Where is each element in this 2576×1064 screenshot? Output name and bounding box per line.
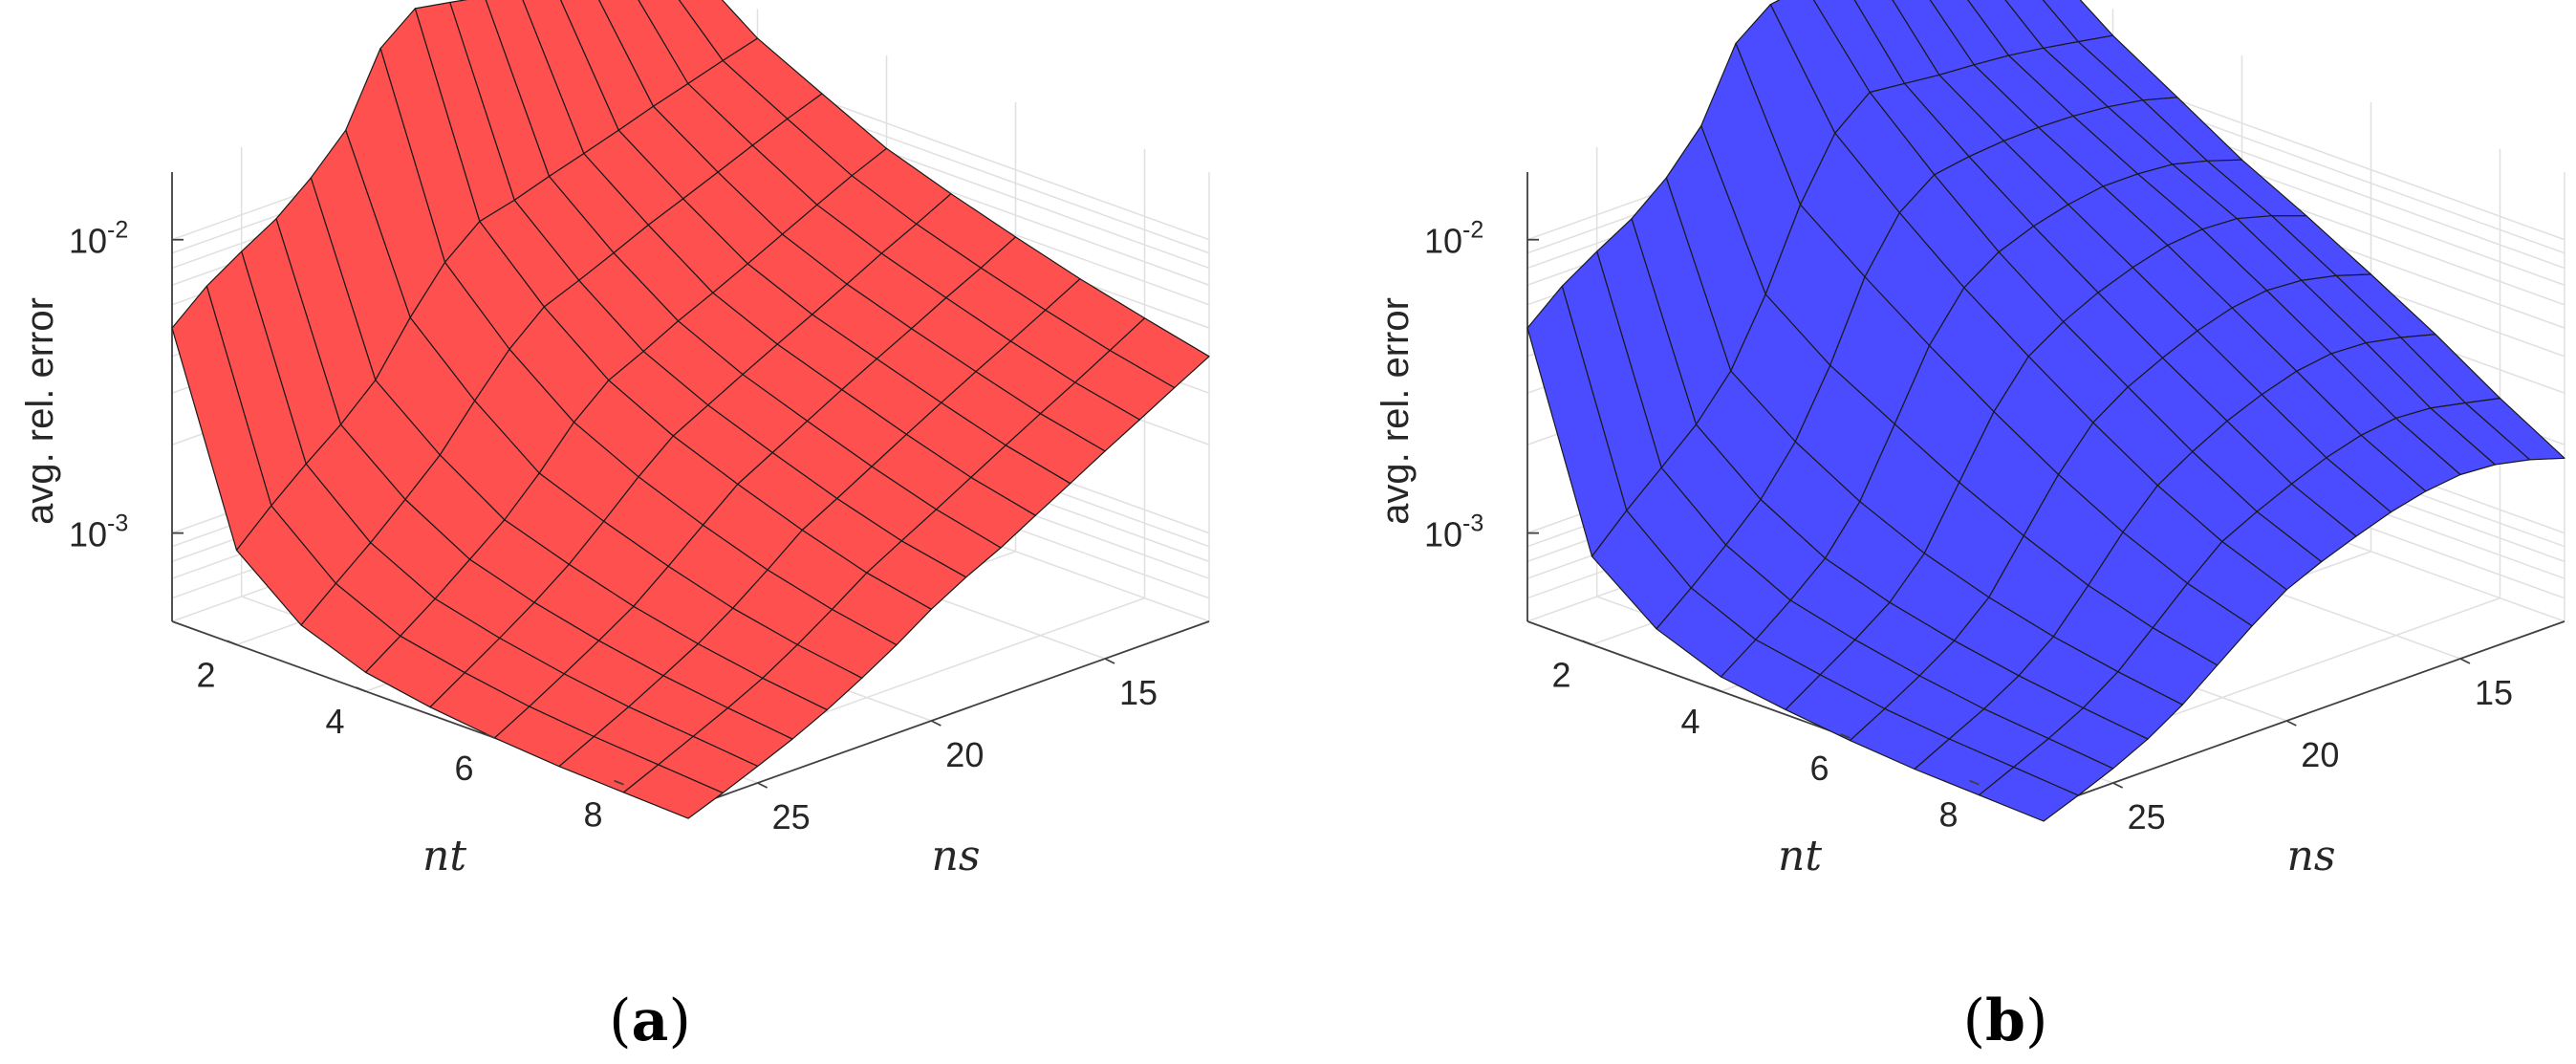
ns-axis-line — [687, 620, 1210, 809]
nt-axis-label: nt — [1778, 832, 1822, 880]
ns-tick-mark — [2285, 720, 2297, 727]
ns-tick-label: 20 — [945, 735, 984, 774]
nt-tick-label: 6 — [1809, 749, 1829, 788]
z-tick-label: 10-3 — [1424, 510, 1483, 554]
nt-axis-label: nt — [422, 832, 466, 880]
nt-tick-mark — [1582, 640, 1592, 646]
nt-tick-mark — [227, 640, 237, 646]
surface — [1526, 0, 2565, 822]
ns-axis-label: ns — [932, 832, 981, 880]
ns-tick-mark — [930, 720, 942, 727]
ns-axis-line — [2043, 620, 2565, 809]
z-axis-label: avg. rel. error — [1375, 297, 1417, 525]
ns-tick-mark — [757, 782, 768, 789]
ns-tick-label: 15 — [2475, 673, 2513, 712]
nt-tick-label: 6 — [454, 749, 473, 788]
ns-tick-mark — [2459, 658, 2471, 664]
nt-tick-label: 8 — [583, 795, 602, 835]
surface-facet — [1978, 766, 2079, 822]
z-axis-label: avg. rel. error — [19, 297, 61, 525]
nt-tick-mark — [485, 733, 495, 739]
nt-tick-mark — [1969, 779, 1980, 786]
nt-tick-mark — [356, 686, 366, 692]
axis-labels: avg. rel. error nt ns — [1375, 297, 2335, 880]
ns-tick-mark — [2112, 782, 2124, 789]
nt-tick-mark — [1840, 733, 1851, 739]
nt-tick-label: 8 — [1938, 795, 1958, 835]
ns-tick-label: 15 — [1119, 673, 1158, 712]
nt-tick-label: 4 — [1680, 702, 1699, 741]
nt-tick-label: 2 — [1551, 655, 1570, 694]
z-tick-label: 10-2 — [1424, 217, 1483, 261]
nt-tick-label: 2 — [196, 655, 215, 694]
ns-tick-label: 25 — [772, 797, 811, 836]
ns-tick-label: 25 — [2128, 797, 2166, 836]
nt-tick-mark — [1711, 686, 1721, 692]
nt-tick-label: 4 — [325, 702, 344, 741]
ns-tick-label: 20 — [2301, 735, 2339, 774]
ns-axis-label: ns — [2287, 832, 2336, 880]
axis-labels: avg. rel. error nt ns — [19, 297, 980, 880]
tick-labels: 2 4 6 8 15 20 25 10-3 10-2 — [1424, 217, 2513, 836]
panel-caption: (a) — [609, 988, 691, 1054]
z-tick-label: 10-2 — [69, 217, 128, 261]
surface-facet — [622, 764, 724, 819]
z-tick-label: 10-3 — [69, 510, 128, 554]
tick-labels: 2 4 6 8 15 20 25 10-3 10-2 — [69, 217, 1158, 836]
panel-caption: (b) — [1963, 988, 2048, 1054]
surface — [171, 0, 1210, 819]
nt-tick-mark — [614, 779, 624, 786]
ns-tick-mark — [1104, 658, 1115, 664]
